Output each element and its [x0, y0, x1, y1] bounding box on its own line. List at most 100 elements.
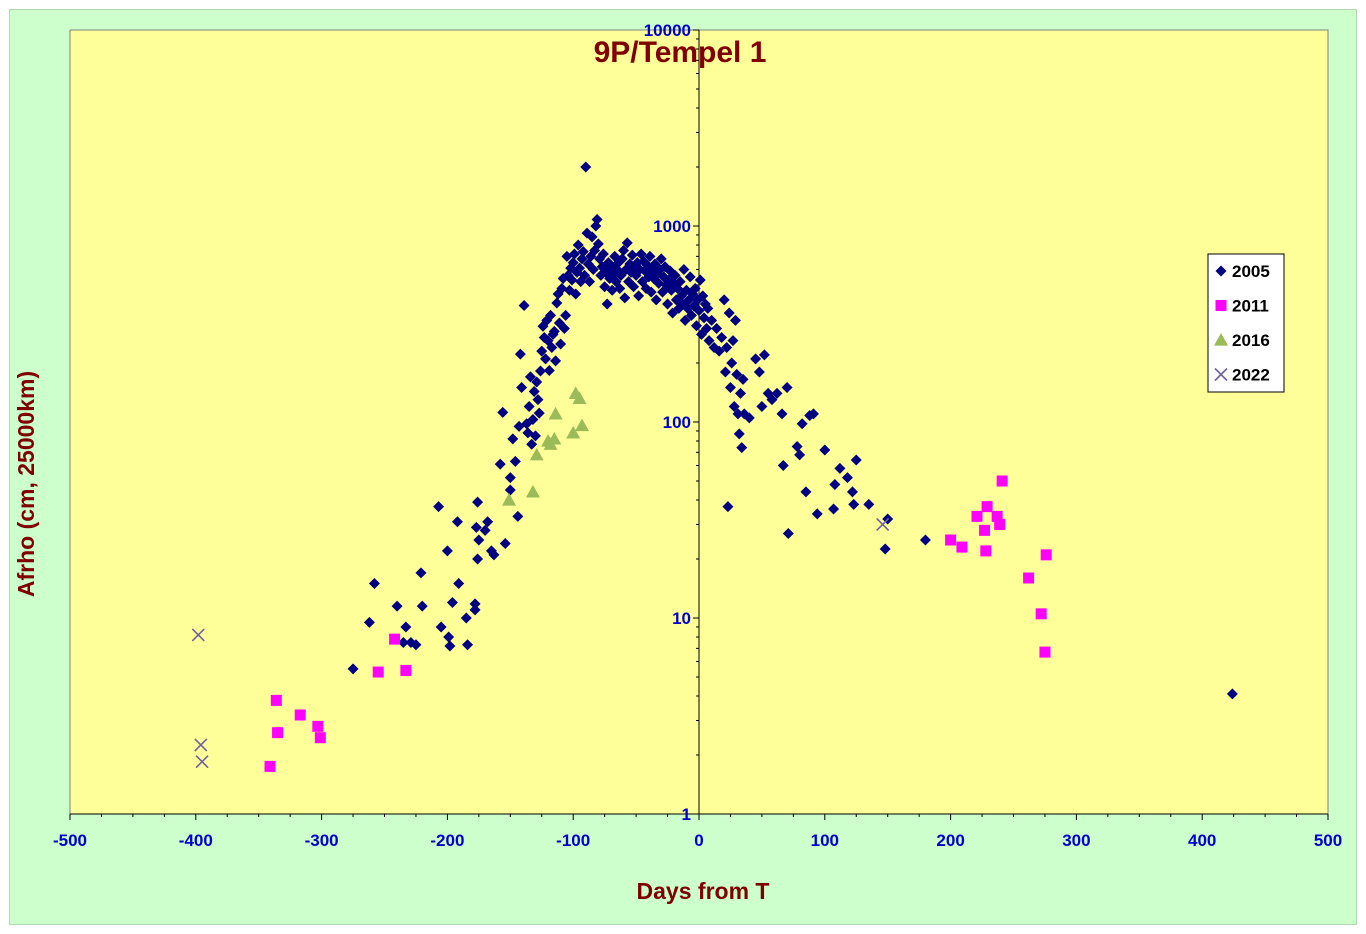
data-point-2005 [743, 412, 755, 424]
y-tick-label: 1000 [653, 217, 691, 236]
data-point-2005 [550, 355, 562, 367]
data-point-2005 [718, 294, 730, 306]
data-point-2005 [470, 521, 482, 533]
data-point-2005 [536, 345, 548, 357]
data-point-2005 [713, 345, 725, 357]
data-point-2005 [472, 553, 484, 565]
data-point-2005 [576, 253, 588, 265]
data-point-2005 [453, 577, 465, 589]
data-point-2005 [499, 537, 511, 549]
data-point-2016 [572, 391, 587, 404]
data-point-2005 [469, 604, 481, 616]
data-point-2005 [587, 263, 599, 275]
data-point-2005 [556, 282, 568, 294]
data-point-2005 [662, 298, 674, 310]
data-point-2005 [586, 231, 598, 243]
data-point-2005 [518, 299, 530, 311]
data-point-2005 [729, 314, 741, 326]
data-point-2005 [750, 353, 762, 365]
data-point-2005 [645, 286, 657, 298]
y-tick-label: 10000 [644, 21, 691, 40]
data-point-2011 [971, 510, 983, 522]
data-point-2011 [945, 534, 957, 546]
data-point-2005 [796, 418, 808, 430]
data-point-2005 [753, 366, 765, 378]
data-point-2005 [446, 596, 458, 608]
legend: 2005 2011 2016 2022 [1207, 253, 1285, 393]
legend-marker-2011 [1215, 300, 1227, 311]
data-point-2022 [191, 628, 205, 642]
data-point-2005 [597, 248, 609, 260]
data-point-2005 [533, 407, 545, 419]
data-point-2005 [532, 394, 544, 406]
data-point-2005 [514, 348, 526, 360]
data-point-2005 [811, 508, 823, 520]
data-point-2005 [701, 322, 713, 334]
data-point-2005 [363, 616, 375, 628]
data-point-2005 [540, 353, 552, 365]
data-point-2005 [690, 320, 702, 332]
data-point-2022 [194, 738, 208, 752]
data-point-2005 [368, 577, 380, 589]
data-point-2011 [264, 760, 276, 772]
data-point-2005 [735, 387, 747, 399]
data-point-2005 [771, 387, 783, 399]
data-point-2011 [372, 666, 384, 678]
data-point-2005 [678, 263, 690, 275]
data-point-2016 [548, 406, 563, 420]
data-point-2005 [669, 269, 681, 281]
data-point-2005 [555, 338, 567, 350]
data-point-2005 [397, 636, 409, 648]
data-point-2005 [472, 496, 484, 508]
data-point-2005 [573, 262, 585, 274]
data-point-2011 [1039, 646, 1051, 658]
data-point-2005 [516, 381, 528, 393]
data-point-2005 [721, 341, 733, 353]
data-point-2005 [460, 612, 472, 624]
chart-title: 9P/Tempel 1 [594, 36, 767, 69]
data-point-2011 [956, 541, 968, 553]
data-point-2005 [863, 498, 875, 510]
data-point-2005 [599, 281, 611, 293]
data-point-2005 [794, 449, 806, 461]
data-point-2011 [996, 475, 1008, 487]
data-point-2005 [736, 442, 748, 454]
data-point-2005 [685, 309, 697, 321]
data-point-2005 [524, 371, 536, 383]
data-point-2005 [619, 292, 631, 304]
y-axis-title: Afrho (cm, 25000km) [13, 371, 39, 597]
data-point-2005 [848, 498, 860, 510]
data-point-2005 [435, 621, 447, 633]
data-point-2005 [531, 376, 543, 388]
data-point-2011 [314, 732, 326, 744]
data-point-2005 [523, 400, 535, 412]
x-tick-label: -500 [53, 831, 87, 850]
x-tick-label: 500 [1314, 831, 1342, 850]
data-point-2005 [568, 248, 580, 260]
data-point-2005 [601, 298, 613, 310]
legend-items: 2005 2011 2016 2022 [1214, 262, 1270, 385]
data-point-2005 [628, 281, 640, 293]
y-tick-label: 10 [672, 609, 691, 628]
data-point-2005 [551, 297, 563, 309]
data-point-2005 [509, 455, 521, 467]
data-point-2016 [566, 425, 581, 439]
data-point-2005 [526, 438, 538, 450]
data-point-2005 [528, 386, 540, 398]
data-point-2005 [782, 527, 794, 539]
data-point-2005 [756, 400, 768, 412]
data-point-2016 [575, 418, 590, 432]
data-point-2011 [994, 518, 1006, 530]
data-point-2005 [494, 458, 506, 470]
x-tick-label: -400 [179, 831, 213, 850]
data-point-2005 [703, 335, 715, 347]
data-point-2011 [991, 510, 1003, 522]
data-point-2005 [497, 406, 509, 418]
data-point-2005 [443, 631, 455, 643]
data-point-2005 [679, 314, 691, 326]
data-point-2005 [776, 408, 788, 420]
data-point-2005 [711, 322, 723, 334]
legend-label-2005: 2005 [1232, 262, 1270, 281]
data-point-2011 [272, 727, 284, 739]
